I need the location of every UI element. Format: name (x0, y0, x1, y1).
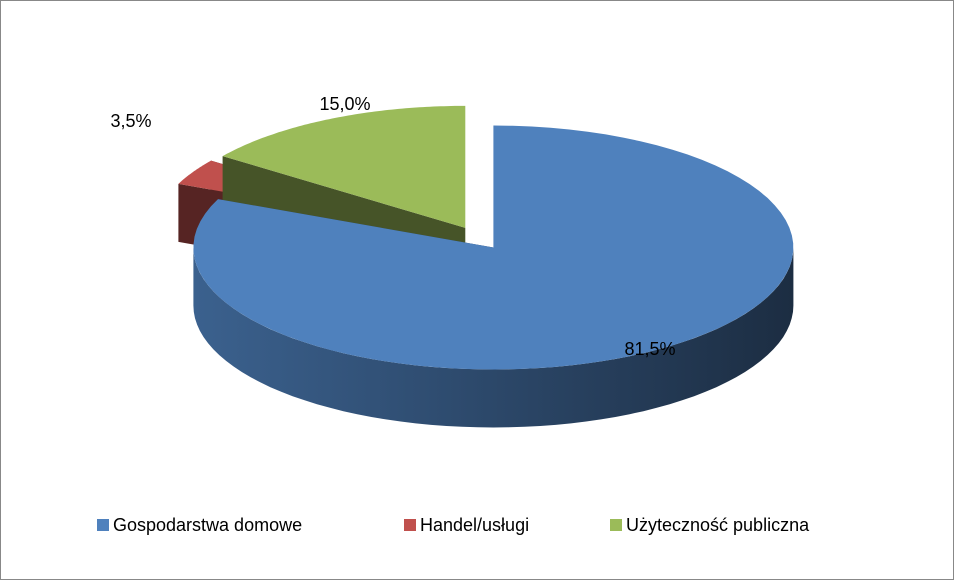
slice (222, 105, 466, 228)
legend-label: Handel/usługi (420, 515, 529, 535)
data-label: 81,5% (624, 339, 675, 359)
legend-label: Użyteczność publiczna (626, 515, 810, 535)
data-label: 3,5% (110, 111, 151, 131)
slice (193, 125, 794, 370)
data-label: 15,0% (319, 94, 370, 114)
legend-swatch (97, 519, 109, 531)
legend-swatch (610, 519, 622, 531)
legend-swatch (404, 519, 416, 531)
slice-outer-wall (193, 247, 794, 428)
legend-label: Gospodarstwa domowe (113, 515, 302, 535)
